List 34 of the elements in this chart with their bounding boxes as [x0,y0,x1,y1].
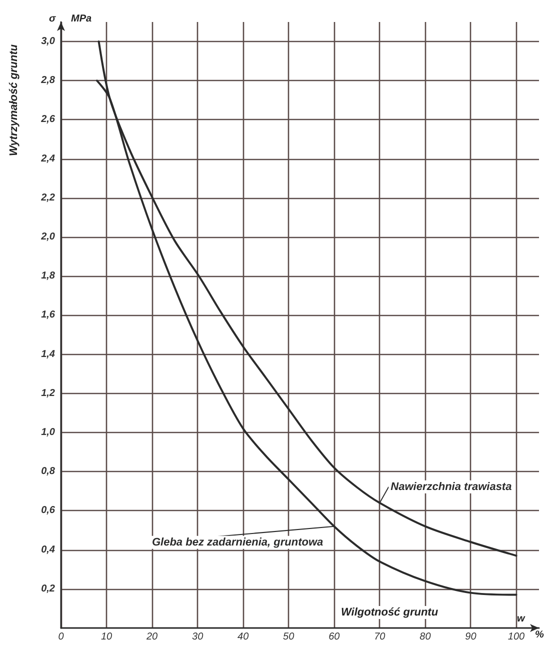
x-tick-label: 20 [145,632,158,642]
x-tick-label: 60 [328,632,340,642]
x-tick-label: 50 [283,632,295,642]
y-tick-label: 2,6 [40,114,56,126]
x-axis-title: Wilgotność gruntu [341,606,438,618]
x-tick-label: 100 [508,632,526,642]
y-tick-label: 3,0 [41,36,56,48]
y-tick-label: 1,6 [41,310,56,321]
x-tick-label: 70 [374,632,386,642]
y-tick-label: 1,2 [41,388,56,399]
y-tick-label: 2,8 [40,75,56,86]
text: σ [49,14,56,24]
y-tick-label: 0,2 [41,583,56,594]
y-tick-label: 0,6 [41,505,56,516]
y-tick-label: 0,8 [41,466,56,478]
y-tick-label: 2,4 [40,153,56,164]
x-tick-label: 30 [192,632,204,642]
series-label: Gleba bez zadarnienia, gruntowa [152,536,324,548]
annotation: w [517,614,526,624]
y-tick-label: 1,4 [41,348,56,360]
y-tick-label: 1,0 [41,427,56,438]
x-tick-label: 0 [58,632,64,642]
y-axis-title: Wytrzymałość gruntu [8,44,20,156]
annotation: MPa [71,14,92,24]
x-tick-label: 80 [420,632,432,642]
x-tick-label: 90 [465,632,477,642]
y-tick-label: 0,4 [41,544,56,556]
series-label: Nawierzchnia trawiasta [390,480,512,493]
y-tick-label: 1,8 [41,270,56,282]
text: % [535,630,544,640]
x-tick-label: 40 [238,632,250,642]
x-tick-label: 10 [100,632,113,642]
y-tick-label: 2,0 [40,232,56,243]
y-tick-label: 2,2 [40,192,56,204]
